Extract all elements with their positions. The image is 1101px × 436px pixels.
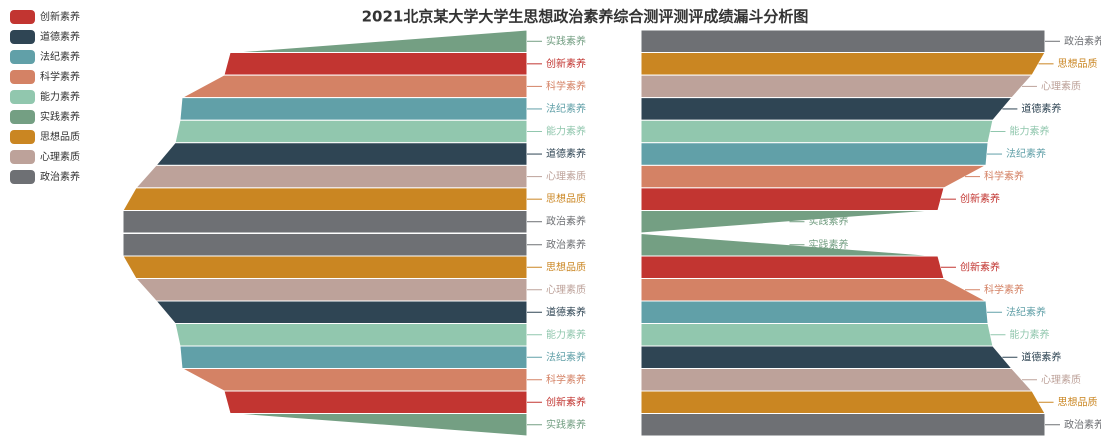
segment-label: 能力素养 [546, 125, 586, 138]
segment-label: 思想品质 [546, 192, 586, 205]
legend-swatch [10, 30, 35, 44]
segment-label: 科学素养 [546, 79, 586, 92]
funnel-segment [640, 300, 989, 324]
segment-label: 科学素养 [984, 170, 1024, 183]
legend-label: 科学素养 [40, 70, 80, 83]
funnel-segment [640, 345, 1013, 369]
segment-label: 创新素养 [546, 395, 586, 408]
legend-swatch [10, 170, 35, 184]
funnel-segment [122, 187, 528, 211]
segment-label: 科学素养 [546, 373, 586, 386]
segment-label: 道德素养 [1021, 102, 1061, 115]
segment-label: 创新素养 [546, 57, 586, 70]
segment-label: 实践素养 [546, 34, 586, 47]
legend-swatch [10, 70, 35, 84]
segment-label: 政治素养 [1064, 34, 1101, 47]
segment-label: 政治素养 [1064, 418, 1101, 431]
funnel-segment [122, 209, 528, 234]
segment-label: 道德素养 [1021, 350, 1061, 363]
funnel-segment [640, 413, 1046, 436]
legend-label: 政治素养 [40, 170, 80, 183]
segment-label: 政治素养 [546, 215, 586, 228]
funnel-segment [181, 74, 528, 99]
legend-swatch [10, 130, 35, 144]
segment-label: 思想品质 [546, 260, 586, 273]
funnel-segment [230, 413, 528, 436]
segment-label: 能力素养 [1009, 328, 1049, 341]
funnel-segment [640, 52, 1046, 76]
funnel-segment [640, 142, 989, 166]
segment-label: 心理素质 [546, 283, 586, 296]
funnel-segment [640, 368, 1034, 392]
segment-label: 心理素质 [1041, 79, 1081, 92]
funnel-segment [640, 255, 945, 279]
segment-label: 政治素养 [546, 238, 586, 251]
chart-title: 2021北京某大学大学生思想政治素养综合测评测评成绩漏斗分析图 [362, 8, 809, 26]
funnel-segment [640, 29, 1046, 54]
funnel-segment [223, 52, 528, 76]
segment-label: 心理素质 [546, 170, 586, 183]
funnel-segment [223, 390, 528, 414]
funnel-segment [122, 233, 528, 257]
funnel-segment [179, 97, 528, 121]
segment-label: 实践素养 [546, 418, 586, 431]
segment-label: 心理素质 [1041, 373, 1081, 386]
segment-label: 法纪素养 [546, 102, 586, 115]
segment-label: 法纪素养 [1006, 305, 1046, 318]
legend-swatch [10, 110, 35, 124]
funnel-segment [640, 97, 1013, 121]
segment-label: 思想品质 [1058, 395, 1098, 408]
legend-swatch [10, 10, 35, 24]
funnel-segment [230, 29, 528, 54]
segment-label: 道德素养 [546, 147, 586, 160]
funnel-segment [134, 278, 528, 302]
segment-label: 法纪素养 [546, 350, 586, 363]
segment-label: 实践素养 [808, 238, 848, 251]
legend-label: 道德素养 [40, 30, 80, 43]
funnel-segment [155, 300, 528, 324]
segment-label: 科学素养 [984, 283, 1024, 296]
funnel-segment [134, 164, 528, 189]
segment-label: 实践素养 [808, 215, 848, 228]
legend-label: 法纪素养 [40, 50, 80, 63]
legend-label: 能力素养 [40, 90, 80, 103]
legend-label: 思想品质 [40, 130, 80, 143]
funnel-segment [640, 119, 994, 144]
segment-label: 法纪素养 [1006, 147, 1046, 160]
funnel-segment [640, 187, 945, 211]
funnel-segment [122, 255, 528, 279]
legend-label: 创新素养 [40, 10, 80, 23]
legend-swatch [10, 150, 35, 164]
funnel-segment [640, 278, 987, 302]
segment-label: 创新素养 [960, 192, 1000, 205]
funnel-segment [640, 164, 987, 189]
funnel-segment [640, 74, 1034, 99]
segment-label: 道德素养 [546, 305, 586, 318]
funnel-segment [640, 323, 994, 347]
segment-label: 能力素养 [546, 328, 586, 341]
funnel-segment [179, 345, 528, 369]
funnel-segment [640, 390, 1046, 414]
legend-label: 实践素养 [40, 110, 80, 123]
legend-swatch [10, 50, 35, 64]
legend-label: 心理素质 [40, 150, 80, 163]
segment-label: 创新素养 [960, 260, 1000, 273]
funnel-segment [174, 119, 528, 144]
legend-swatch [10, 90, 35, 104]
segment-label: 能力素养 [1009, 125, 1049, 138]
funnel-segment [155, 142, 528, 166]
funnel-segment [174, 323, 528, 347]
funnel-segment [181, 368, 528, 392]
segment-label: 思想品质 [1058, 57, 1098, 70]
